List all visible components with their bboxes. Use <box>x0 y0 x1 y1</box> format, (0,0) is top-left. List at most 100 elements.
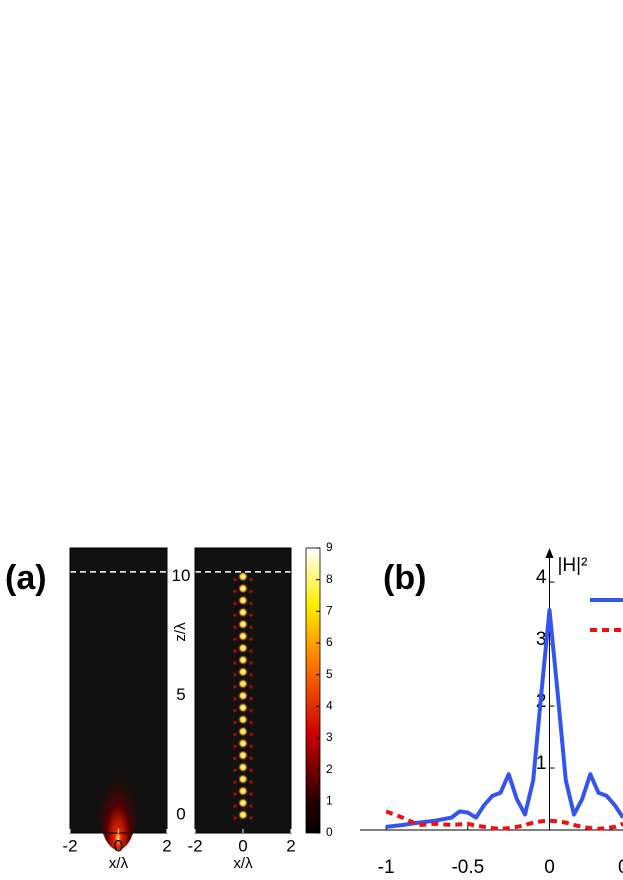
x-tick-label: 2 <box>162 836 171 855</box>
y-tick-label: 5 <box>176 685 185 704</box>
field-side <box>232 695 238 702</box>
field-spot <box>238 750 248 761</box>
field-side <box>248 683 254 690</box>
field-side <box>232 659 238 666</box>
field-side <box>248 576 254 583</box>
field-side <box>232 743 238 750</box>
x-tick-label: -2 <box>62 836 77 855</box>
field-side <box>232 624 238 631</box>
field-spot <box>238 809 248 820</box>
colorbar-tick-label: 9 <box>326 540 333 554</box>
field-side <box>232 767 238 774</box>
field-spot <box>238 595 248 606</box>
x-axis-label: x/λ <box>109 855 129 872</box>
field-side <box>232 600 238 607</box>
colorbar <box>305 547 321 834</box>
field-spot <box>238 654 248 665</box>
x-tick-label: 0 <box>238 836 247 855</box>
y-tick-label: 4 <box>536 567 547 588</box>
field-side <box>232 612 238 619</box>
field-spot <box>238 774 248 785</box>
field-spot <box>238 786 248 797</box>
series-line <box>385 809 623 831</box>
y-axis-label: z/λ <box>172 622 189 642</box>
x-tick-label: 0 <box>544 857 555 878</box>
colorbar-tick-label: 7 <box>326 604 333 618</box>
field-side <box>248 791 254 798</box>
field-side <box>248 707 254 714</box>
y-tick-label: 1 <box>536 753 547 774</box>
field-spot <box>238 797 248 808</box>
series-line <box>385 608 623 829</box>
field-side <box>248 767 254 774</box>
panel-label: (a) <box>5 559 47 597</box>
field-spot <box>238 619 248 630</box>
field-spot <box>238 666 248 677</box>
field-column <box>232 571 254 821</box>
field-spot <box>238 643 248 654</box>
field-spot <box>238 738 248 749</box>
field-side <box>232 576 238 583</box>
field-side <box>232 683 238 690</box>
x-axis-label: x/λ <box>233 855 253 872</box>
field-side <box>248 636 254 643</box>
field-plume <box>96 730 140 850</box>
field-side <box>232 731 238 738</box>
field-side <box>248 755 254 762</box>
colorbar-tick-label: 2 <box>326 762 333 776</box>
field-side <box>232 648 238 655</box>
y-tick-label: 0 <box>176 804 185 823</box>
field-side <box>232 802 238 809</box>
field-side <box>248 659 254 666</box>
x-tick-label: 0.5 <box>618 857 623 878</box>
field-side <box>232 588 238 595</box>
colorbar-tick-label: 1 <box>326 794 333 808</box>
field-side <box>248 802 254 809</box>
field-side <box>248 600 254 607</box>
field-spot <box>238 583 248 594</box>
colorbar-tick-label: 5 <box>326 667 333 681</box>
field-side <box>232 814 238 821</box>
field-side <box>248 779 254 786</box>
colorbar-tick-label: 0 <box>326 825 333 839</box>
field-side <box>248 719 254 726</box>
x-tick-label: -0.5 <box>451 857 484 878</box>
field-side <box>232 779 238 786</box>
field-side <box>248 624 254 631</box>
field-side <box>248 731 254 738</box>
field-side <box>248 671 254 678</box>
field-spot <box>238 762 248 773</box>
y-tick-label: 3 <box>536 629 547 650</box>
x-tick-label: 0 <box>114 836 123 855</box>
colorbar-tick-label: 6 <box>326 635 333 649</box>
field-side <box>232 791 238 798</box>
y-axis-arrow <box>545 548 554 558</box>
field-spot <box>238 571 248 582</box>
field-spot <box>238 690 248 701</box>
colorbar-tick-label: 4 <box>326 699 333 713</box>
field-side <box>248 814 254 821</box>
y-tick-label: 10 <box>172 566 191 585</box>
y-axis-label: |H|² <box>557 555 587 576</box>
panel-label: (b) <box>383 559 426 597</box>
field-side <box>232 636 238 643</box>
field-spot <box>238 678 248 689</box>
field-spot <box>238 726 248 737</box>
field-side <box>232 671 238 678</box>
x-tick-label: -2 <box>187 836 202 855</box>
field-side <box>248 612 254 619</box>
field-side <box>248 588 254 595</box>
field-side <box>232 755 238 762</box>
colorbar-tick-label: 3 <box>326 730 333 744</box>
field-side <box>232 707 238 714</box>
x-tick-label: 2 <box>286 836 295 855</box>
field-spot <box>238 714 248 725</box>
field-side <box>232 719 238 726</box>
field-spot <box>238 702 248 713</box>
field-spot <box>238 631 248 642</box>
colorbar-tick-label: 8 <box>326 572 333 586</box>
x-tick-label: -1 <box>378 857 395 878</box>
field-spot <box>238 607 248 618</box>
field-side <box>248 695 254 702</box>
